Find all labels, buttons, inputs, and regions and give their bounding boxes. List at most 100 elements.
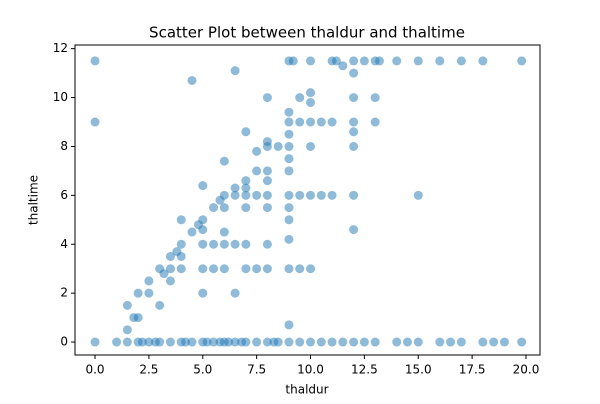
point <box>338 61 348 71</box>
point <box>478 337 488 347</box>
point <box>209 264 219 274</box>
point <box>230 239 240 249</box>
point <box>338 337 348 347</box>
point <box>219 264 229 274</box>
point <box>198 288 208 298</box>
point <box>306 264 316 274</box>
point <box>230 183 240 193</box>
point <box>517 337 527 347</box>
point <box>187 337 197 347</box>
point <box>413 56 423 66</box>
point <box>262 203 272 213</box>
y-tick-label: 6 <box>60 188 68 202</box>
point <box>209 203 219 213</box>
point <box>349 337 359 347</box>
point <box>181 337 191 347</box>
point <box>306 56 316 66</box>
point <box>90 117 100 127</box>
point <box>306 337 316 347</box>
point <box>316 337 326 347</box>
point <box>176 215 186 225</box>
point <box>133 288 143 298</box>
point <box>392 56 402 66</box>
point <box>349 225 359 235</box>
x-tick-label: 10.0 <box>297 363 324 377</box>
point <box>198 181 208 191</box>
plot-frame <box>74 44 541 356</box>
point <box>155 337 165 347</box>
point <box>230 190 240 200</box>
point <box>273 141 283 151</box>
y-tick-label: 0 <box>60 335 68 349</box>
point <box>295 264 305 274</box>
x-tick-label: 17.5 <box>459 363 486 377</box>
point <box>230 288 240 298</box>
y-tick-label: 4 <box>60 237 68 251</box>
point <box>262 93 272 103</box>
point <box>137 337 147 347</box>
point <box>306 117 316 127</box>
point <box>284 107 294 117</box>
chart-title: Scatter Plot between thaldur and thaltim… <box>149 24 465 42</box>
point <box>295 190 305 200</box>
point <box>209 337 219 347</box>
point <box>165 276 175 286</box>
point <box>284 117 294 127</box>
point <box>359 56 369 66</box>
point <box>517 56 527 66</box>
point <box>262 239 272 249</box>
point <box>349 68 359 78</box>
point <box>122 300 132 310</box>
point <box>435 56 445 66</box>
point <box>187 75 197 85</box>
point <box>198 239 208 249</box>
point <box>90 56 100 66</box>
point <box>262 337 272 347</box>
point <box>349 117 359 127</box>
point <box>284 190 294 200</box>
point <box>284 234 294 244</box>
point <box>202 337 212 347</box>
point <box>306 97 316 107</box>
point <box>295 337 305 347</box>
point <box>295 117 305 127</box>
point <box>370 337 380 347</box>
point <box>349 190 359 200</box>
point <box>129 313 139 323</box>
point <box>90 337 100 347</box>
point <box>262 166 272 176</box>
point <box>252 166 262 176</box>
point <box>284 203 294 213</box>
point <box>241 239 251 249</box>
point <box>306 190 316 200</box>
x-tick-label: 7.5 <box>247 363 266 377</box>
point <box>241 337 251 347</box>
point <box>122 325 132 335</box>
point <box>252 190 262 200</box>
point <box>241 183 251 193</box>
point <box>284 264 294 274</box>
point <box>435 337 445 347</box>
point <box>306 88 316 98</box>
point <box>215 195 225 205</box>
point <box>316 190 326 200</box>
point <box>374 56 384 66</box>
point <box>241 190 251 200</box>
point <box>349 93 359 103</box>
point <box>241 264 251 274</box>
point <box>144 337 154 347</box>
point <box>327 190 337 200</box>
point <box>252 146 262 156</box>
point <box>327 117 337 127</box>
point <box>284 129 294 139</box>
point <box>349 141 359 151</box>
point <box>446 337 456 347</box>
x-tick-label: 0.0 <box>85 363 104 377</box>
point <box>284 320 294 330</box>
point <box>230 337 240 347</box>
point <box>456 56 466 66</box>
point <box>176 264 186 274</box>
point <box>413 337 423 347</box>
point <box>284 141 294 151</box>
point <box>219 156 229 166</box>
